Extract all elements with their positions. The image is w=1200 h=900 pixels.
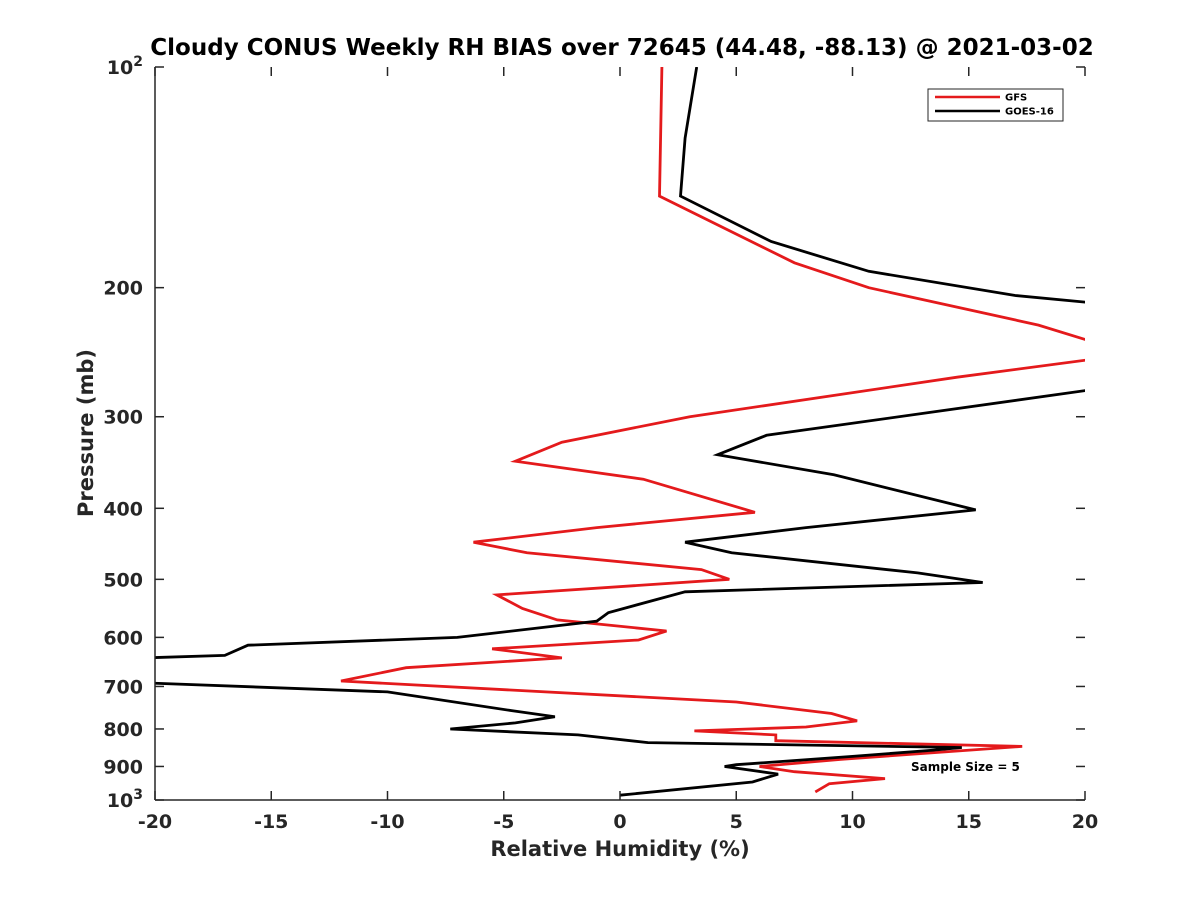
x-tick-label: -15 (254, 811, 288, 833)
x-tick-label: 15 (956, 811, 982, 833)
x-tick-label: -5 (493, 811, 514, 833)
x-tick-label: -20 (138, 811, 172, 833)
y-tick-label: 600 (103, 627, 143, 649)
x-axis-label: Relative Humidity (%) (490, 837, 749, 861)
x-tick-label: 10 (839, 811, 865, 833)
x-tick-label: 0 (613, 811, 626, 833)
plot-area (155, 67, 1085, 797)
legend-label-goes16: GOES-16 (1005, 107, 1054, 118)
y-tick-label: 500 (103, 569, 143, 591)
series-line-goes16 (155, 67, 1085, 797)
y-axis-label: Pressure (mb) (74, 349, 98, 517)
y-tick-label: 300 (103, 407, 143, 429)
y-tick-label: 400 (103, 498, 143, 520)
x-tick-label: 20 (1072, 811, 1098, 833)
legend-box (927, 88, 1064, 122)
x-tick-label: 5 (730, 811, 743, 833)
y-tick-label: 700 (103, 676, 143, 698)
chart-title: Cloudy CONUS Weekly RH BIAS over 72645 (… (150, 35, 1093, 61)
y-tick-label: 800 (103, 719, 143, 741)
x-tick-label: -10 (370, 811, 404, 833)
x-axis-ticks: -20 -15 -10 -5 0 5 10 15 20 (138, 67, 1098, 833)
legend: GFS GOES-16 (927, 88, 1064, 122)
y-axis-ticks: 102 200 300 400 500 600 700 800 900 103 (103, 54, 1085, 812)
legend-label-gfs: GFS (1005, 93, 1027, 104)
y-tick-label: 200 (103, 278, 143, 300)
sample-size-annotation: Sample Size = 5 (911, 760, 1020, 774)
y-tick-label: 900 (103, 756, 143, 778)
series-line-gfs (340, 67, 1085, 794)
y-tick-label: 102 (107, 54, 143, 79)
plot-frame (155, 67, 1085, 800)
y-tick-label: 103 (107, 787, 143, 812)
